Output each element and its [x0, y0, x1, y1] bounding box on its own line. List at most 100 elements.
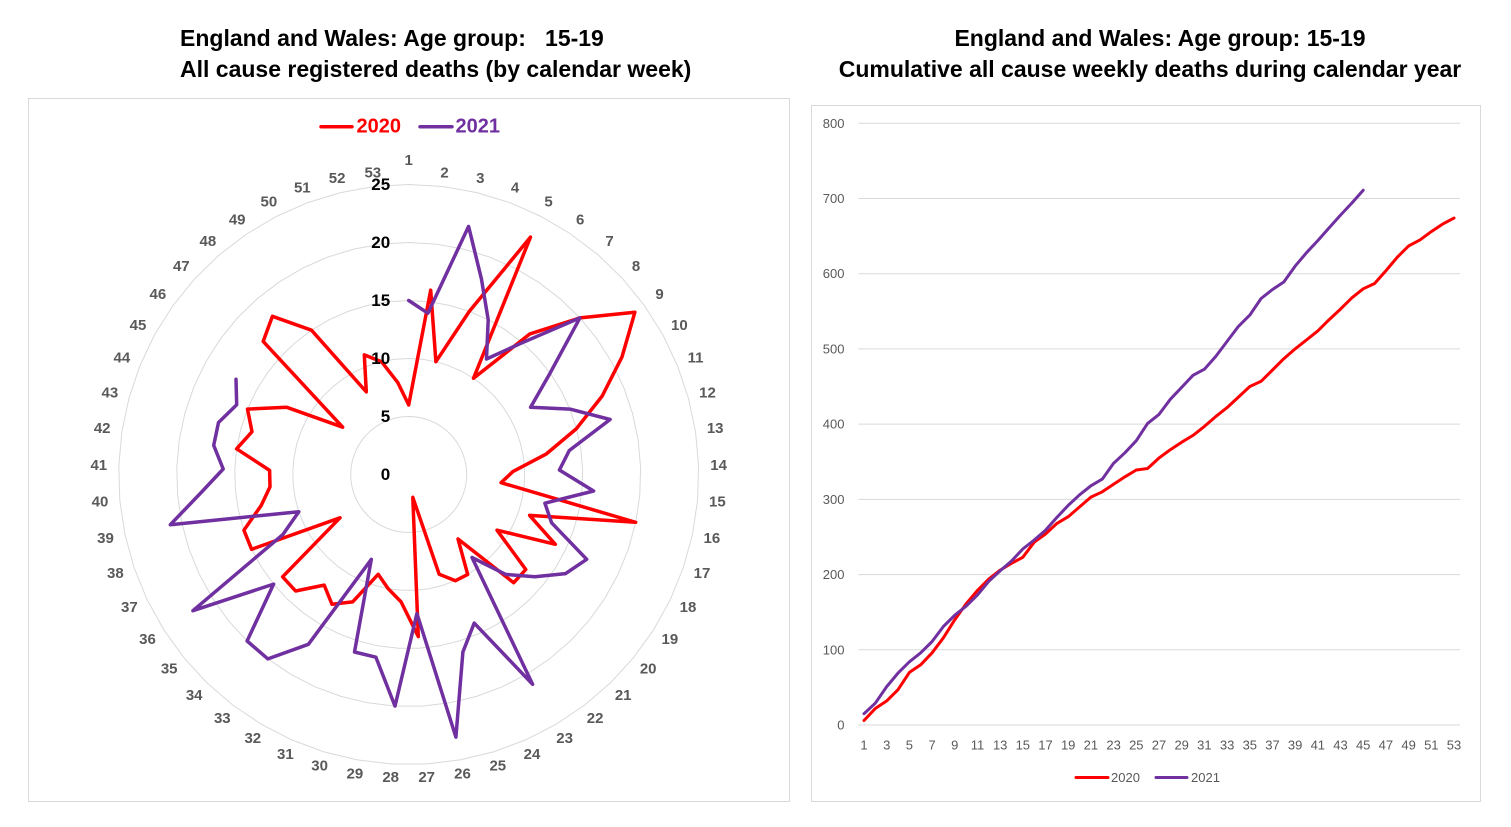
data-point [529, 235, 533, 239]
data-point [1282, 357, 1286, 361]
data-point [386, 587, 390, 591]
data-point [407, 403, 411, 407]
x-tick-label: 37 [1265, 738, 1279, 753]
x-tick-label: 15 [1016, 738, 1030, 753]
data-point [1339, 307, 1343, 311]
data-point [1305, 251, 1309, 255]
week-label: 50 [261, 194, 278, 211]
data-point [1123, 451, 1127, 455]
data-point [1157, 456, 1161, 460]
cumulative-chart-title: England and Wales: Age group: 15-19 [954, 25, 1366, 51]
week-label: 2 [440, 164, 448, 181]
data-point [1112, 482, 1116, 486]
data-point [485, 357, 489, 361]
data-point [217, 421, 221, 425]
x-tick-label: 43 [1333, 738, 1347, 753]
data-point [1112, 461, 1116, 465]
data-point [1214, 355, 1218, 359]
data-point [1100, 490, 1104, 494]
data-point [245, 639, 249, 643]
data-point [524, 568, 528, 572]
data-point [351, 600, 355, 604]
radar-chart-frame [28, 98, 790, 802]
data-point [885, 685, 889, 689]
data-point [1202, 367, 1206, 371]
x-tick-label: 41 [1311, 738, 1325, 753]
week-label: 32 [244, 730, 261, 747]
week-label: 5 [544, 194, 552, 211]
radial-tick-label: 10 [371, 349, 390, 368]
data-point [1361, 188, 1365, 192]
data-point [543, 501, 547, 505]
data-point [1441, 222, 1445, 226]
week-label: 11 [688, 350, 704, 367]
y-tick-label: 800 [823, 116, 845, 131]
data-point [1373, 282, 1377, 286]
data-point [426, 311, 430, 315]
data-point [268, 485, 272, 489]
data-point [242, 528, 246, 532]
data-point [1078, 493, 1082, 497]
week-label: 8 [632, 258, 640, 275]
data-point [407, 299, 411, 303]
data-point [504, 572, 508, 576]
week-label: 30 [311, 758, 328, 775]
data-point [376, 572, 380, 576]
data-point [1214, 415, 1218, 419]
week-label: 36 [139, 631, 156, 648]
series-line-2021 [862, 188, 1365, 716]
data-point [1271, 368, 1275, 372]
week-label: 49 [229, 211, 246, 228]
data-point [221, 467, 225, 471]
data-point [168, 523, 172, 527]
data-point [585, 557, 589, 561]
week-label: 38 [107, 565, 124, 582]
data-point [454, 735, 458, 739]
week-label: 9 [655, 286, 663, 303]
radar-gridlines [118, 183, 700, 765]
data-point [1271, 288, 1275, 292]
data-point [250, 430, 254, 434]
cumulative-series-lines [862, 188, 1456, 722]
data-point [369, 557, 373, 561]
data-point [259, 504, 263, 508]
data-point [396, 380, 400, 384]
week-label: 21 [615, 687, 632, 704]
y-tick-label: 600 [823, 266, 845, 281]
data-point [544, 452, 548, 456]
y-tick-label: 300 [823, 492, 845, 507]
data-point [235, 447, 239, 451]
data-point [520, 341, 524, 345]
data-point [919, 663, 923, 667]
data-point [557, 468, 561, 472]
radial-tick-label: 15 [371, 291, 390, 310]
data-point [528, 332, 532, 336]
data-point [470, 556, 474, 560]
radar-gridline-15 [234, 299, 584, 649]
data-point [1225, 406, 1229, 410]
data-point [374, 655, 378, 659]
data-point [873, 701, 877, 705]
week-label: 48 [200, 233, 217, 250]
data-point [281, 532, 285, 536]
y-tick-label: 400 [823, 417, 845, 432]
data-point [429, 288, 433, 292]
week-label: 25 [489, 758, 506, 775]
week-label: 26 [454, 765, 471, 782]
series-line-2020 [862, 216, 1456, 722]
data-point [1282, 280, 1286, 284]
data-point [246, 407, 250, 411]
week-label: 37 [121, 599, 138, 616]
data-point [411, 495, 415, 499]
week-label: 4 [511, 180, 520, 197]
data-point [568, 407, 572, 411]
x-tick-label: 1 [860, 738, 867, 753]
data-point [1316, 329, 1320, 333]
cumulative-chart-frame [811, 105, 1481, 802]
data-point [976, 593, 980, 597]
week-label: 20 [640, 660, 657, 677]
x-tick-label: 31 [1197, 738, 1211, 753]
x-tick-label: 21 [1084, 738, 1098, 753]
